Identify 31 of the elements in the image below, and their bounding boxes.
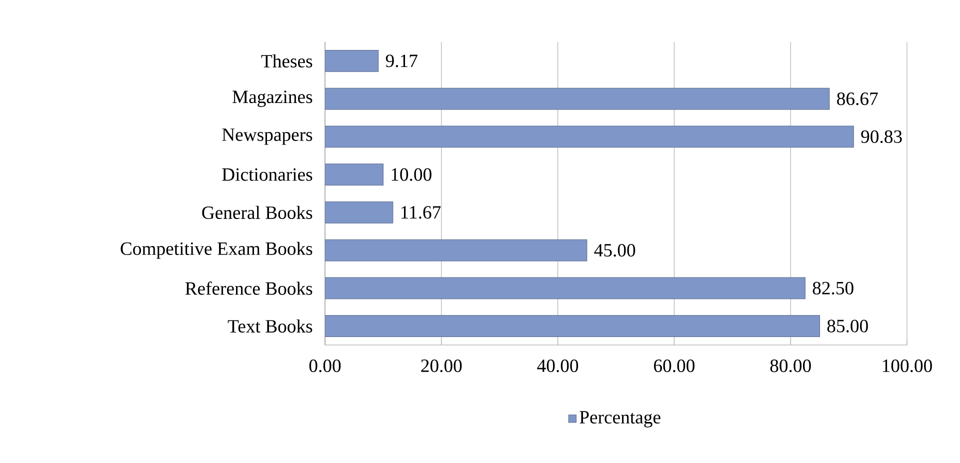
- legend-label: Percentage: [580, 411, 660, 428]
- y-tick-label: Text Books: [228, 319, 312, 333]
- bar: [325, 164, 384, 186]
- bar: [325, 315, 820, 337]
- data-label: 45.00: [594, 244, 636, 257]
- data-label: 82.50: [812, 282, 854, 295]
- data-label: 90.83: [861, 130, 902, 144]
- data-label: 10.00: [392, 168, 432, 181]
- data-label: 86.67: [837, 92, 878, 106]
- y-tick-label: Newspapers: [222, 128, 312, 145]
- x-tick-label: 60.00: [654, 359, 694, 372]
- bar: [325, 201, 394, 224]
- x-tick-label: 0.00: [309, 359, 341, 372]
- bar: [325, 88, 830, 110]
- bar: [325, 277, 806, 300]
- x-tick-label: 20.00: [421, 359, 462, 372]
- bar: [325, 50, 379, 72]
- bar: [325, 239, 588, 262]
- x-tick-label: 100.00: [882, 359, 932, 372]
- y-tick-label: Dictionaries: [222, 168, 312, 181]
- y-tick-label: Theses: [261, 54, 312, 68]
- data-label: 9.17: [386, 54, 418, 68]
- x-tick-label: 80.00: [770, 359, 811, 372]
- bar: [325, 126, 854, 148]
- y-tick-label: Magazines: [232, 90, 312, 108]
- y-tick-label: General Books: [202, 206, 312, 220]
- data-label: 11.67: [401, 206, 441, 219]
- y-tick-label: Competitive Exam Books: [120, 242, 312, 259]
- y-tick-label: Reference Books: [185, 282, 312, 295]
- data-label: 85.00: [827, 320, 868, 332]
- x-tick-label: 40.00: [537, 359, 578, 372]
